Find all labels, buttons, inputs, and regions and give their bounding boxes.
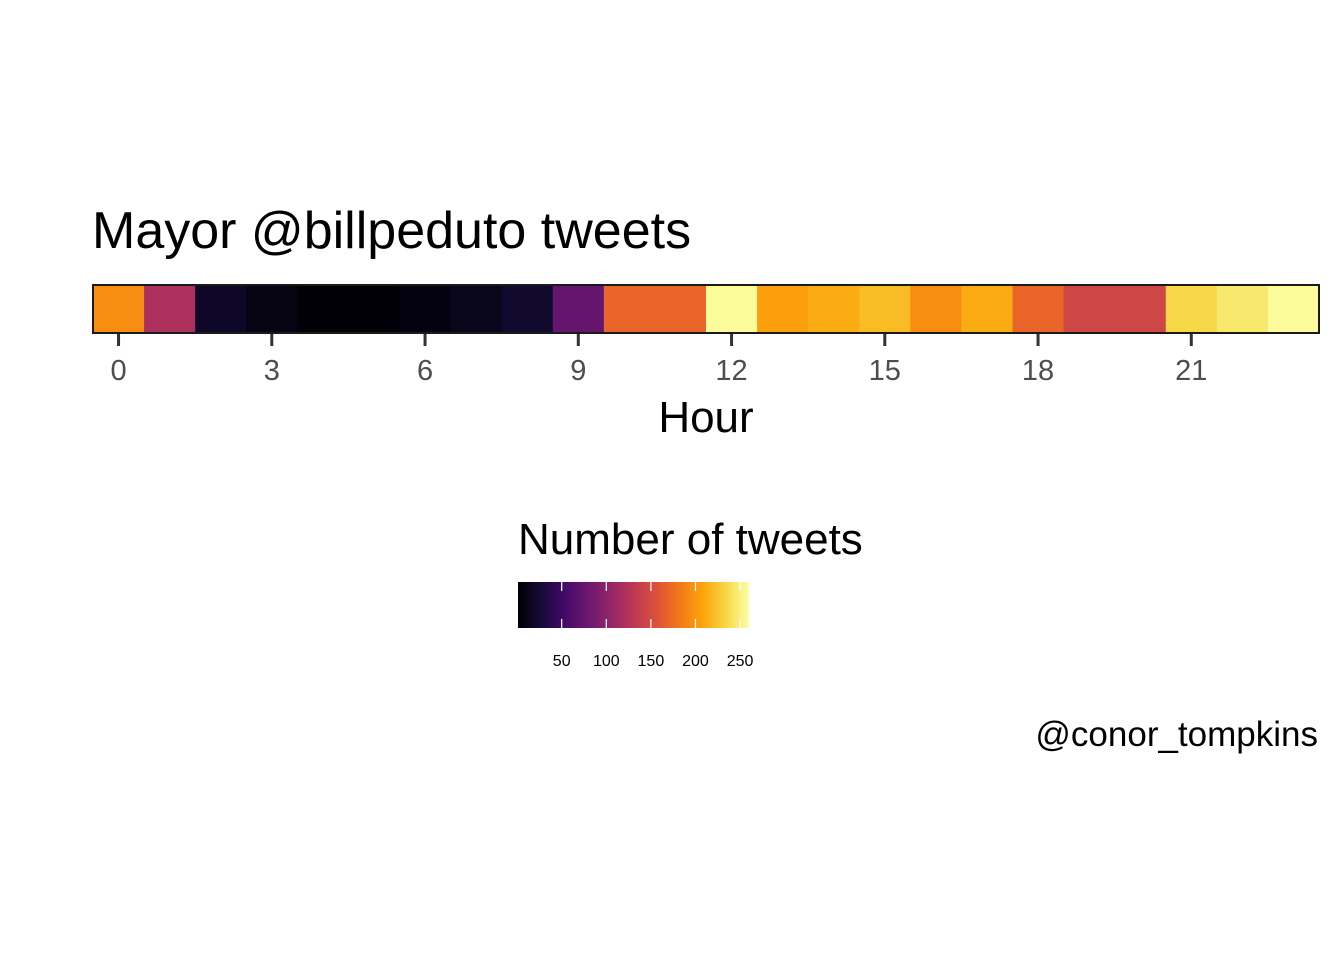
heatmap-cell-hour-12 <box>706 285 758 333</box>
heatmap-cell-hour-6 <box>399 285 452 333</box>
heatmap-cell-hour-11 <box>654 285 707 333</box>
heatmap-cell-hour-21 <box>1165 285 1218 333</box>
heatmap-border <box>92 284 1320 334</box>
heatmap-cell-hour-7 <box>450 285 503 333</box>
x-tick-label: 12 <box>715 355 747 387</box>
x-axis: 0 3 6 9 12 15 18 21 <box>110 334 1207 387</box>
legend-ticks: 50 100 150 200 250 <box>553 582 754 670</box>
chart-title: Mayor @billpeduto tweets <box>92 202 691 260</box>
legend-title: Number of tweets <box>518 515 863 564</box>
heatmap-cell-hour-0 <box>93 285 145 333</box>
heatmap-cell-hour-20 <box>1114 285 1167 333</box>
heatmap-cell-hour-13 <box>757 285 809 333</box>
x-tick-label: 6 <box>417 355 433 387</box>
x-tick-label: 9 <box>570 355 586 387</box>
legend-label: 100 <box>593 653 620 670</box>
heatmap-cell-hour-10 <box>603 285 656 333</box>
x-tick-label: 15 <box>869 355 901 387</box>
heatmap-cell-hour-9 <box>552 285 605 333</box>
heatmap-cell-hour-17 <box>961 285 1014 333</box>
x-tick-label: 18 <box>1022 355 1054 387</box>
heatmap-cell-hour-1 <box>144 285 196 333</box>
heatmap-cell-hour-23 <box>1267 285 1320 333</box>
heatmap-cell-hour-14 <box>808 285 860 333</box>
legend-label: 200 <box>682 653 709 670</box>
legend-colorbar <box>518 582 749 628</box>
x-axis-title: Hour <box>658 393 753 442</box>
heatmap-cell-hour-4 <box>297 285 350 333</box>
heatmap-cell-hour-2 <box>195 285 247 333</box>
heatmap-cell-hour-3 <box>246 285 298 333</box>
heatmap-cell-hour-19 <box>1063 285 1116 333</box>
legend-label: 250 <box>727 653 754 670</box>
heatmap-cell-hour-5 <box>348 285 401 333</box>
caption: @conor_tompkins <box>1035 715 1318 754</box>
x-tick-label: 3 <box>264 355 280 387</box>
x-tick-label: 21 <box>1175 355 1207 387</box>
legend-label: 150 <box>638 653 665 670</box>
heatmap-cell-hour-15 <box>859 285 911 333</box>
heatmap-cell-hour-22 <box>1216 285 1269 333</box>
heatmap-cell-hour-8 <box>501 285 554 333</box>
legend-label: 50 <box>553 653 571 670</box>
heatmap-cells <box>93 285 1320 333</box>
heatmap-cell-hour-18 <box>1012 285 1065 333</box>
x-tick-label: 0 <box>110 355 126 387</box>
heatmap-cell-hour-16 <box>910 285 963 333</box>
